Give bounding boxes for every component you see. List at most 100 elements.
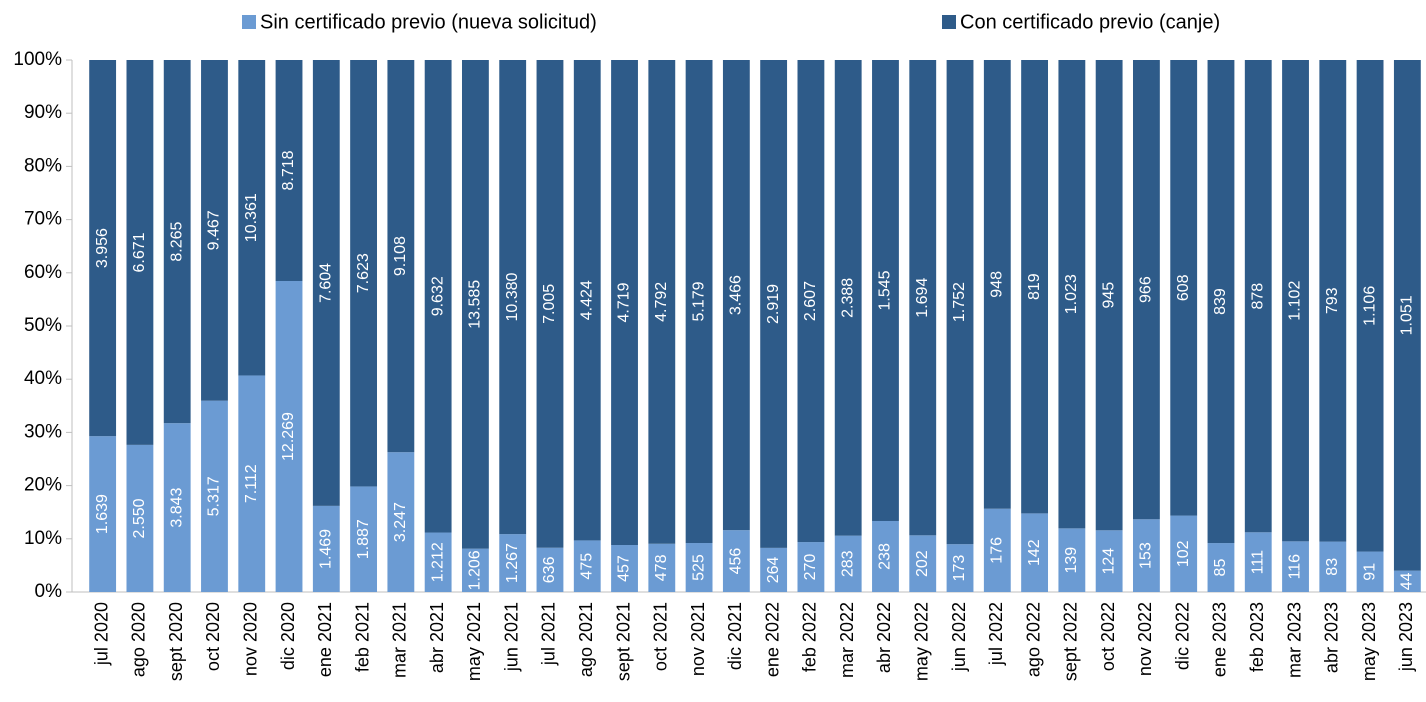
x-tick-label: jun 2021 <box>501 602 521 672</box>
x-tick-label: may 2023 <box>1359 602 1379 681</box>
bar <box>1207 60 1235 544</box>
x-tick-label: may 2022 <box>912 602 932 681</box>
x-tick-label: ene 2021 <box>315 602 335 677</box>
bar <box>536 60 564 548</box>
x-tick-label: nov 2021 <box>688 602 708 676</box>
x-tick-label: jun 2022 <box>949 602 969 672</box>
x-tick-label: mar 2023 <box>1284 602 1304 678</box>
data-label: 878 <box>1249 283 1266 310</box>
data-label: 9.467 <box>206 210 223 250</box>
data-label: 4.792 <box>653 282 670 322</box>
data-label: 111 <box>1249 550 1266 574</box>
data-label: 2.550 <box>131 498 148 538</box>
bar <box>201 400 228 592</box>
bar <box>1393 60 1421 571</box>
data-label: 636 <box>541 556 558 583</box>
x-tick-label: dic 2022 <box>1172 602 1192 670</box>
x-tick-label: feb 2022 <box>800 602 820 672</box>
data-label: 238 <box>877 543 894 570</box>
data-label: 3.956 <box>94 228 111 268</box>
x-tick-label: oct 2022 <box>1098 602 1118 671</box>
x-tick-label: oct 2020 <box>203 602 223 671</box>
legend-swatch <box>942 15 956 29</box>
x-tick-label: ago 2022 <box>1023 602 1043 677</box>
data-label: 116 <box>1287 554 1304 580</box>
data-label: 1.752 <box>951 282 968 322</box>
bar <box>872 60 899 521</box>
data-label: 525 <box>690 554 707 581</box>
bar <box>1319 60 1347 542</box>
x-tick-label: mar 2021 <box>390 602 410 678</box>
bar <box>1244 60 1272 533</box>
bar <box>946 60 974 545</box>
data-label: 7.623 <box>355 253 372 293</box>
bar <box>722 530 750 592</box>
x-tick-label: jul 2020 <box>91 602 111 666</box>
x-tick-label: jul 2021 <box>539 602 559 666</box>
bar <box>350 486 378 592</box>
data-label: 283 <box>839 550 856 577</box>
bar <box>797 60 825 543</box>
x-tick-label: jul 2022 <box>986 602 1006 666</box>
bar <box>909 535 937 592</box>
data-label: 1.102 <box>1287 281 1304 321</box>
bar <box>834 60 862 536</box>
y-tick-label: 70% <box>24 209 62 230</box>
bar <box>1095 530 1123 592</box>
data-label: 1.469 <box>318 529 335 569</box>
bar <box>1282 60 1309 542</box>
bar <box>1095 60 1123 531</box>
bar <box>461 60 489 549</box>
x-tick-label: abr 2022 <box>874 602 894 673</box>
data-label: 13.585 <box>467 280 484 329</box>
data-label: 4.719 <box>616 282 633 322</box>
bar <box>424 60 452 533</box>
bar <box>499 534 527 592</box>
bar <box>1021 60 1049 514</box>
data-label: 457 <box>616 555 633 582</box>
x-tick-label: ago 2021 <box>576 602 596 677</box>
bar <box>1021 513 1049 592</box>
data-label: 966 <box>1138 276 1155 303</box>
data-label: 1.212 <box>429 542 446 582</box>
bar <box>685 543 713 592</box>
bar <box>834 535 862 592</box>
data-label: 10.361 <box>243 193 260 242</box>
bar <box>611 545 638 592</box>
bar <box>1132 519 1160 592</box>
bar <box>722 60 750 531</box>
data-label: 102 <box>1175 540 1192 567</box>
data-label: 139 <box>1063 547 1080 574</box>
bar <box>648 60 676 544</box>
bar <box>1282 541 1309 592</box>
data-label: 7.005 <box>541 284 558 324</box>
data-label: 3.843 <box>168 487 185 527</box>
data-label: 270 <box>802 554 819 581</box>
data-label: 1.887 <box>355 519 372 559</box>
bar <box>1058 528 1086 592</box>
data-label: 839 <box>1212 288 1229 315</box>
bar <box>312 505 340 592</box>
data-label: 3.247 <box>392 502 409 542</box>
y-tick-label: 0% <box>35 581 63 602</box>
bar <box>275 60 303 281</box>
bar <box>163 423 191 592</box>
data-label: 10.380 <box>504 272 521 321</box>
bar <box>1319 541 1347 592</box>
x-tick-label: dic 2020 <box>278 602 298 670</box>
data-label: 5.179 <box>690 281 707 321</box>
data-label: 8.265 <box>168 221 185 261</box>
data-label: 1.051 <box>1399 295 1416 335</box>
data-label: 1.023 <box>1063 274 1080 314</box>
y-tick-label: 40% <box>24 368 62 389</box>
data-label: 142 <box>1026 539 1043 566</box>
data-label: 173 <box>951 555 968 582</box>
bar <box>126 60 154 445</box>
x-tick-label: sept 2021 <box>613 602 633 681</box>
bar <box>760 547 788 592</box>
bar <box>760 60 788 548</box>
data-label: 1.106 <box>1361 286 1378 326</box>
data-label: 1.545 <box>877 270 894 310</box>
bar <box>946 544 974 592</box>
data-label: 176 <box>989 537 1006 564</box>
